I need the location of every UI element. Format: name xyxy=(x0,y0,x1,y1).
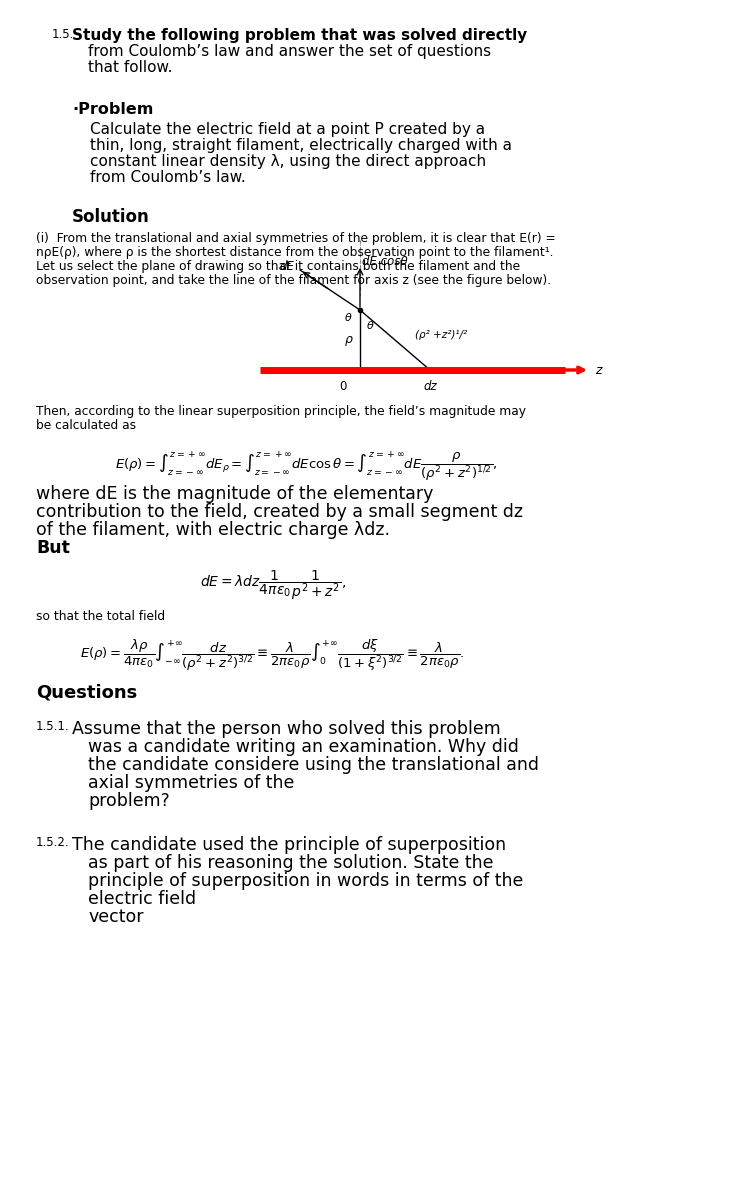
Text: nρE(ρ), where ρ is the shortest distance from the observation point to the filam: nρE(ρ), where ρ is the shortest distance… xyxy=(36,246,554,260)
Text: that follow.: that follow. xyxy=(88,60,172,75)
Text: was a candidate writing an examination. Why did: was a candidate writing an examination. … xyxy=(88,738,519,756)
Text: θ: θ xyxy=(367,321,374,331)
Text: contribution to the field, created by a small segment dz: contribution to the field, created by a … xyxy=(36,502,523,521)
Text: dE: dE xyxy=(279,260,294,273)
Text: θ: θ xyxy=(345,313,352,324)
Text: 0: 0 xyxy=(339,380,346,393)
Text: electric field: electric field xyxy=(88,890,196,908)
Text: Let us select the plane of drawing so that it contains both the filament and the: Let us select the plane of drawing so th… xyxy=(36,260,520,273)
Text: (i)  From the translational and axial symmetries of the problem, it is clear tha: (i) From the translational and axial sym… xyxy=(36,232,556,245)
Text: $E(\rho) = \dfrac{\lambda\rho}{4\pi\varepsilon_0}\int_{-\infty}^{+\infty} \dfrac: $E(\rho) = \dfrac{\lambda\rho}{4\pi\vare… xyxy=(80,638,464,673)
Text: axial symmetries of the: axial symmetries of the xyxy=(88,774,294,792)
Text: (ρ² +z²)¹/²: (ρ² +z²)¹/² xyxy=(415,329,467,340)
Text: z: z xyxy=(595,364,602,377)
Text: be calculated as: be calculated as xyxy=(36,419,136,433)
Text: ρ: ρ xyxy=(345,333,353,346)
Text: 1.5.1.: 1.5.1. xyxy=(36,720,70,734)
Text: vector: vector xyxy=(88,908,143,925)
Text: problem?: problem? xyxy=(88,792,170,811)
Text: $E(\rho) = \int_{z=-\infty}^{z=+\infty} dE_\rho = \int_{z=-\infty}^{z=+\infty} d: $E(\rho) = \int_{z=-\infty}^{z=+\infty} … xyxy=(115,450,498,485)
Text: thin, long, straight filament, electrically charged with a: thin, long, straight filament, electrica… xyxy=(90,137,512,153)
Text: where dE is the magnitude of the elementary: where dE is the magnitude of the element… xyxy=(36,485,433,502)
Text: 1.5.2.: 1.5.2. xyxy=(36,835,70,848)
Text: from Coulomb’s law.: from Coulomb’s law. xyxy=(90,169,246,185)
Text: of the filament, with electric charge λdz.: of the filament, with electric charge λd… xyxy=(36,521,390,539)
Text: Solution: Solution xyxy=(72,209,150,226)
Text: Assume that the person who solved this problem: Assume that the person who solved this p… xyxy=(72,720,501,738)
Text: constant linear density λ, using the direct approach: constant linear density λ, using the dir… xyxy=(90,154,486,169)
Text: $dE = \lambda dz \dfrac{1}{4\pi\varepsilon_0} \dfrac{1}{p^2 + z^2},$: $dE = \lambda dz \dfrac{1}{4\pi\varepsil… xyxy=(200,568,346,602)
Text: The candidate used the principle of superposition: The candidate used the principle of supe… xyxy=(72,835,506,854)
Text: Calculate the electric field at a point P created by a: Calculate the electric field at a point … xyxy=(90,122,485,137)
Text: Study the following problem that was solved directly: Study the following problem that was sol… xyxy=(72,28,527,43)
Text: dz: dz xyxy=(423,380,436,393)
Text: Questions: Questions xyxy=(36,683,137,702)
Text: principle of superposition in words in terms of the: principle of superposition in words in t… xyxy=(88,872,524,890)
Text: 1.5.: 1.5. xyxy=(52,28,74,41)
Text: as part of his reasoning the solution. State the: as part of his reasoning the solution. S… xyxy=(88,854,494,872)
Text: from Coulomb’s law and answer the set of questions: from Coulomb’s law and answer the set of… xyxy=(88,44,491,59)
Text: ·Problem: ·Problem xyxy=(72,102,153,117)
Text: dE cosθ: dE cosθ xyxy=(362,255,408,268)
Text: Then, according to the linear superposition principle, the field’s magnitude may: Then, according to the linear superposit… xyxy=(36,405,526,418)
Text: so that the total field: so that the total field xyxy=(36,610,165,623)
Text: observation point, and take the line of the filament for axis z (see the figure : observation point, and take the line of … xyxy=(36,274,551,287)
Text: But: But xyxy=(36,539,70,557)
Text: the candidate considere using the translational and: the candidate considere using the transl… xyxy=(88,756,539,774)
